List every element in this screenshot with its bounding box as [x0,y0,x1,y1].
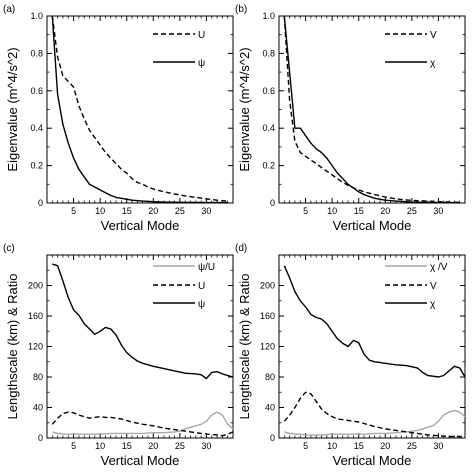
chart-panel: 5 10 15 20 25 30 0 40 80 120 160 200 Vertical Mode Le… [3,243,234,468]
series-line [51,15,228,202]
legend-label: ψ [198,299,205,310]
y-tick-label: 0.2 [262,161,275,171]
plot-frame [278,15,466,204]
x-tick-label: 15 [122,441,132,451]
y-tick-label: 200 [28,281,43,291]
y-tick-label: 120 [28,342,43,352]
x-axis-title: Vertical Mode [333,453,412,468]
x-tick-label: 20 [380,206,390,216]
legend-label: ψ [198,58,205,69]
x-axis-title: Vertical Mode [101,453,180,468]
x-tick-label: 15 [354,441,364,451]
y-tick-label: 160 [28,311,43,321]
y-tick-label: 200 [260,281,275,291]
y-tick-label: 80 [265,372,275,382]
panel-label: (d) [235,243,247,254]
y-axis-title: Eigenvalue (m^4/s^2) [5,47,20,171]
series-line [52,263,234,380]
y-axis-title: Lengthscale (km) & Ratio [5,274,20,420]
legend-label: χ /V [430,262,448,273]
x-axis-title: Vertical Mode [333,218,412,233]
x-tick-label: 30 [201,441,211,451]
x-tick-label: 10 [327,206,337,216]
series-line [284,409,466,436]
x-tick-label: 30 [201,206,211,216]
y-tick-label: 120 [260,342,275,352]
legend-label: V [430,281,437,292]
y-tick-label: 0.4 [30,123,43,133]
chart-panel: 5 10 15 20 25 30 0 40 80 120 160 200 Vertical Mode Le… [235,243,466,468]
x-tick-label: 25 [407,206,417,216]
x-tick-label: 10 [95,206,105,216]
x-tick-label: 30 [433,206,443,216]
series-line [283,15,460,204]
series-line [283,391,466,438]
panel-label: (b) [235,4,247,15]
x-tick-label: 25 [175,206,185,216]
chart-panel: 5 10 15 20 25 30 0 0.2 0.4 0.6 0.8 1.0 Vertical Mode… [3,4,234,233]
x-axis-title: Vertical Mode [101,218,180,233]
y-tick-label: 0 [270,198,275,208]
y-axis-title: Eigenvalue (m^4/s^2) [237,47,252,171]
panel-label: (a) [3,4,15,15]
x-tick-label: 5 [71,441,76,451]
x-tick-label: 25 [407,441,417,451]
x-tick-label: 5 [303,441,308,451]
y-tick-label: 1.0 [262,11,275,21]
y-tick-label: 0.6 [262,86,275,96]
panel-label: (c) [3,243,15,254]
y-tick-label: 80 [33,372,43,382]
x-tick-label: 10 [95,441,105,451]
plot-frame [278,254,466,439]
x-tick-label: 25 [175,441,185,451]
x-tick-label: 20 [148,441,158,451]
y-tick-label: 1.0 [30,11,43,21]
chart-panel: 5 10 15 20 25 30 0 0.2 0.4 0.6 0.8 1.0 Vertical Mode… [235,4,466,233]
legend-label: V [430,30,437,41]
legend-label: ψ/U [198,262,215,273]
y-tick-label: 0.4 [262,123,275,133]
series-line [283,265,466,378]
legend-label: χ [430,299,436,310]
y-tick-label: 0 [270,433,275,443]
y-tick-label: 0.2 [30,161,43,171]
x-tick-label: 10 [327,441,337,451]
series-line [51,15,228,204]
series-line [52,411,234,435]
x-tick-label: 20 [380,441,390,451]
y-tick-label: 0 [38,198,43,208]
y-tick-label: 0.8 [30,48,43,58]
legend-label: U [198,281,205,292]
y-tick-label: 0 [38,433,43,443]
x-tick-label: 30 [433,441,443,451]
x-tick-label: 15 [122,206,132,216]
y-tick-label: 160 [260,311,275,321]
series-line [283,15,460,203]
y-tick-label: 0.6 [30,86,43,96]
x-tick-label: 5 [71,206,76,216]
plot-frame [46,15,234,204]
y-tick-label: 40 [33,403,43,413]
y-axis-title: Lengthscale (km) & Ratio [237,274,252,420]
x-tick-label: 15 [354,206,364,216]
series-line [51,411,234,437]
legend-label: χ [430,58,436,69]
x-tick-label: 20 [148,206,158,216]
legend-label: U [198,30,205,41]
y-tick-label: 40 [265,403,275,413]
y-tick-label: 0.8 [262,48,275,58]
x-tick-label: 5 [303,206,308,216]
